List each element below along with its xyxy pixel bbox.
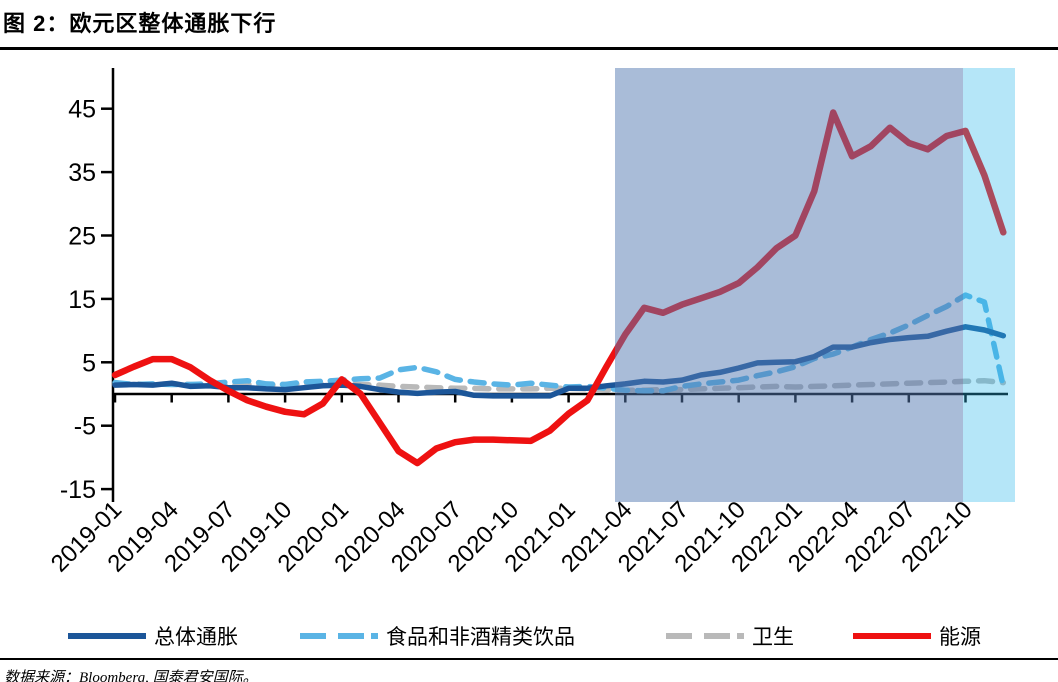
- figure-title: 图 2：欧元区整体通胀下行: [3, 11, 277, 36]
- y-axis-labels: 45 35 25 15 5 -5 -15: [60, 96, 96, 504]
- legend-label-overall: 总体通胀: [154, 626, 238, 649]
- x-axis-labels: 2019-012019-042019-072019-102020-012020-…: [46, 496, 978, 577]
- legend-item-overall: 总体通胀: [68, 622, 238, 650]
- health-line-swatch: [666, 633, 744, 639]
- y-tick-label: 15: [68, 286, 96, 314]
- figure-footer: 数据来源：Bloomberg, 国泰君安国际。: [0, 658, 1058, 682]
- legend-label-energy: 能源: [939, 626, 981, 649]
- y-axis-ticks: [101, 107, 113, 491]
- highlight-bands: [615, 68, 1015, 502]
- highlight-band-main: [615, 68, 963, 502]
- legend-label-health: 卫生: [752, 626, 794, 649]
- source-note: 数据来源：Bloomberg, 国泰君安国际。: [4, 670, 258, 682]
- y-tick-label: 25: [68, 223, 96, 251]
- food-line-swatch: [300, 633, 378, 639]
- y-tick-label: 45: [68, 96, 96, 124]
- legend-item-energy: 能源: [853, 622, 981, 650]
- inflation-line-chart: 45 35 25 15 5 -5 -15 2019-012019-042019-072019…: [46, 68, 1015, 578]
- legend-item-health: 卫生: [666, 622, 794, 650]
- y-tick-label: 5: [82, 349, 96, 377]
- legend-label-food: 食品和非酒精类饮品: [386, 626, 575, 649]
- overall-line-swatch: [68, 633, 146, 639]
- energy-line-swatch: [853, 632, 931, 640]
- legend-item-food: 食品和非酒精类饮品: [300, 622, 575, 650]
- y-tick-label: 35: [68, 159, 96, 187]
- y-tick-label: -15: [60, 476, 96, 504]
- chart-area: 45 35 25 15 5 -5 -15 2019-01 2019-04 2019-07 2019…: [0, 50, 1058, 622]
- chart-legend: 总体通胀 食品和非酒精类饮品 卫生 能源: [0, 622, 1058, 650]
- figure-header: 图 2：欧元区整体通胀下行: [0, 0, 1058, 50]
- y-tick-label: -5: [74, 413, 96, 441]
- highlight-band-recent: [963, 68, 1015, 502]
